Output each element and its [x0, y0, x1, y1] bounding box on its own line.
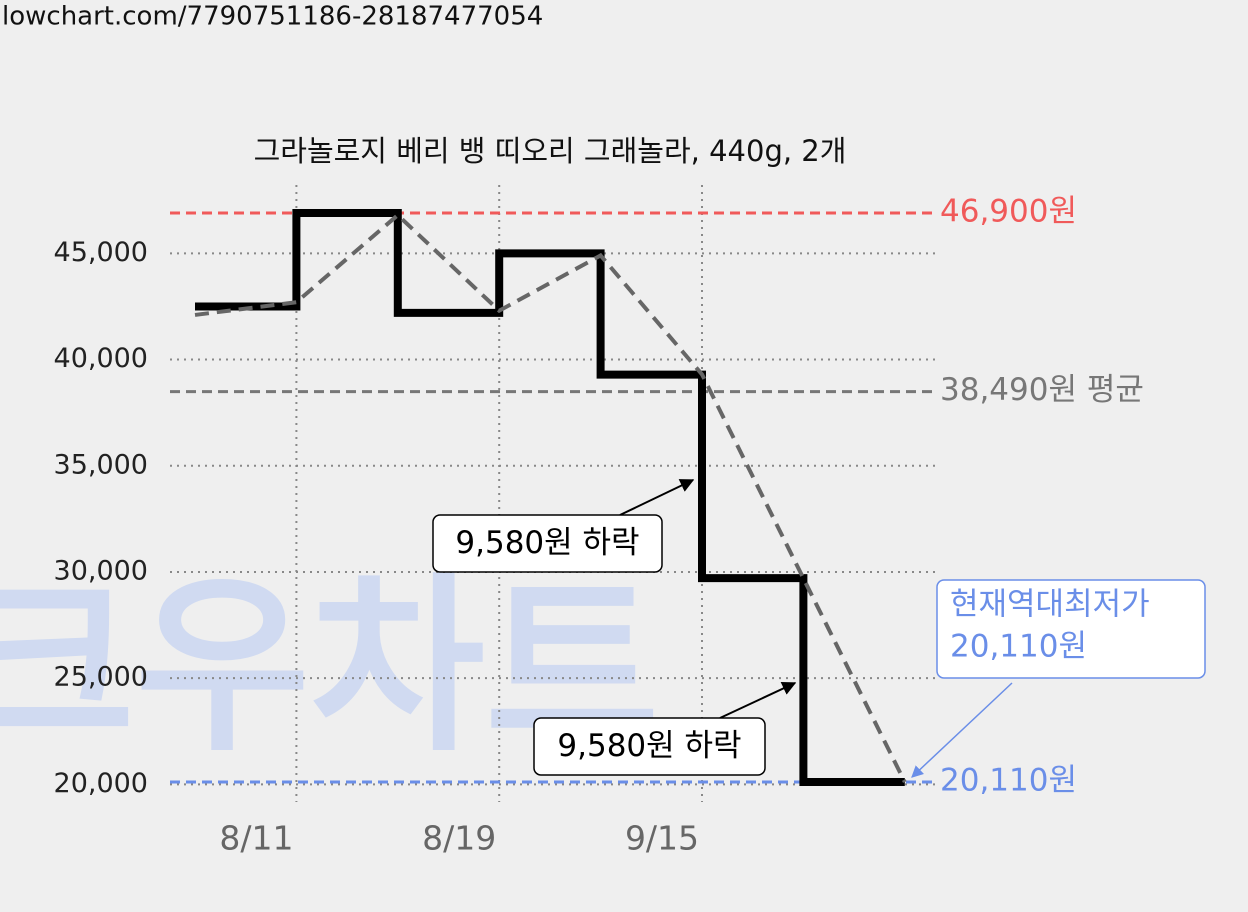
lowest-text: 현재역대최저가 [950, 587, 1150, 623]
url: lowchart.com/7790751186-28187477054 [2, 2, 543, 32]
reference-label: 20,110원 [940, 763, 1077, 799]
annotation-text: 9,580원 하락 [455, 525, 639, 561]
price-line [195, 208, 905, 787]
annotation-text: 9,580원 하락 [557, 728, 741, 764]
y-tick-label: 30,000 [54, 555, 148, 586]
y-tick-label: 25,000 [54, 662, 148, 693]
lowest-arrow [911, 682, 1013, 778]
annotation-box [533, 717, 766, 776]
x-tick-label: 9/15 [625, 819, 699, 858]
reference-label: 46,900원 [940, 193, 1077, 229]
annotation-box [432, 514, 663, 573]
lowest-box [936, 579, 1206, 679]
y-tick-label: 35,000 [54, 449, 148, 480]
reference-label: 38,490원 평균 [940, 372, 1144, 408]
price-line [194, 212, 907, 783]
y-tick-label: 40,000 [54, 343, 148, 374]
y-tick-label: 20,000 [54, 768, 148, 799]
y-tick-label: 45,000 [54, 237, 148, 268]
chart-title: 그라놀로지 베리 뱅 띠오리 그래놀라, 440g, 2개 [254, 134, 847, 168]
annotation-arrow [619, 479, 695, 516]
x-tick-label: 8/19 [422, 819, 496, 858]
x-tick-label: 8/11 [219, 819, 293, 858]
annotation-arrow [719, 681, 797, 719]
lowest-text: 20,110원 [950, 629, 1087, 665]
